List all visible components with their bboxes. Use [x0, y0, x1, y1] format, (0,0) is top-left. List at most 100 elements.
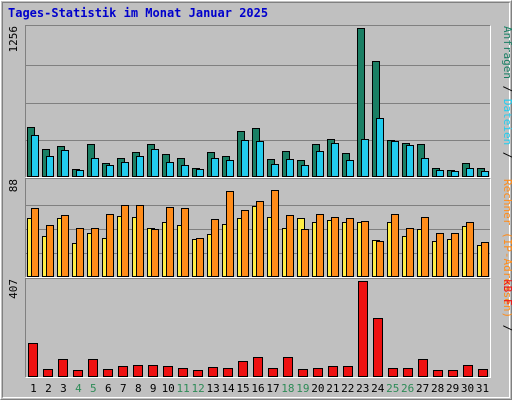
bar-rechner-ip-adressen- — [136, 205, 144, 277]
x-tick-label: 27 — [416, 382, 429, 395]
legend-part: Anfragen — [501, 26, 512, 79]
bar-rechner-ip-adressen- — [46, 225, 54, 277]
bar-kb-f — [298, 369, 308, 377]
bar-rechner-ip-adressen- — [436, 233, 444, 277]
bar-rechner-ip-adressen- — [61, 215, 69, 277]
x-tick-label: 8 — [135, 382, 142, 395]
bar-rechner-ip-adressen- — [451, 233, 459, 277]
bar-dateien — [421, 158, 429, 177]
bar-kb-f — [433, 370, 443, 377]
bar-rechner-ip-adressen- — [226, 191, 234, 277]
x-tick-label: 25 — [386, 382, 399, 395]
bar-rechner-ip-adressen- — [181, 208, 189, 277]
x-tick-label: 10 — [162, 382, 175, 395]
bar-rechner-ip-adressen- — [121, 205, 129, 277]
chart-panel-1: 1256 Anfragen / Dateien / — [7, 25, 512, 178]
legend-part: Rechner (IP-Adressen) — [501, 179, 512, 318]
x-tick-label: 22 — [341, 382, 354, 395]
bar-kb-f — [43, 369, 53, 377]
right-legend-label: kB F — [501, 279, 512, 306]
bar-rechner-ip-adressen- — [316, 214, 324, 277]
bar-rechner-ip-adressen- — [286, 215, 294, 277]
x-tick-label: 13 — [206, 382, 219, 395]
bar-kb-f — [88, 359, 98, 377]
bar-dateien — [31, 135, 39, 177]
bar-kb-f — [448, 370, 458, 377]
bar-dateien — [286, 159, 294, 177]
bar-rechner-ip-adressen- — [466, 222, 474, 277]
x-tick-label: 5 — [90, 382, 97, 395]
bar-kb-f — [73, 370, 83, 377]
bar-dateien — [61, 150, 69, 177]
bar-rechner-ip-adressen- — [331, 217, 339, 277]
bar-dateien — [181, 165, 189, 177]
bar-rechner-ip-adressen- — [346, 218, 354, 277]
bar-rechner-ip-adressen- — [76, 228, 84, 277]
bar-dateien — [166, 162, 174, 177]
x-tick-label: 12 — [192, 382, 205, 395]
right-legend-label: Anfragen / Dateien / — [501, 26, 512, 158]
bar-rechner-ip-adressen- — [361, 221, 369, 277]
x-tick-label: 15 — [236, 382, 249, 395]
bar-dateien — [121, 162, 129, 177]
bar-dateien — [106, 165, 114, 177]
bar-rechner-ip-adressen- — [106, 214, 114, 277]
chart-panel-3: 407 kB F — [7, 278, 512, 378]
bar-kb-f — [103, 369, 113, 377]
plot-area-highlight — [25, 25, 491, 178]
plot-area-shadow — [25, 178, 491, 278]
bar-rechner-ip-adressen- — [31, 208, 39, 277]
bar-kb-f — [388, 368, 398, 377]
bar-rechner-ip-adressen- — [256, 201, 264, 277]
bar-kb-f — [28, 343, 38, 377]
x-tick-label: 2 — [45, 382, 52, 395]
x-tick-label: 1 — [30, 382, 37, 395]
bar-kb-f — [328, 366, 338, 377]
x-tick-label: 23 — [356, 382, 369, 395]
bar-dateien — [91, 158, 99, 177]
x-axis-labels: 1 2 3 4 5 6 7 8 9 10 11 12 13 14 15 16 17 18 19 20 21 22 23 24 2… — [30, 382, 489, 395]
bar-kb-f — [208, 367, 218, 377]
bar-kb-f — [193, 370, 203, 377]
bar-dateien — [451, 171, 459, 177]
bar-kb-f — [223, 368, 233, 377]
bar-rechner-ip-adressen- — [91, 228, 99, 277]
bar-dateien — [136, 156, 144, 177]
bar-dateien — [331, 143, 339, 177]
bar-dateien — [76, 170, 84, 177]
bar-kb-f — [253, 357, 263, 377]
bar-dateien — [436, 170, 444, 177]
bar-kb-f — [343, 366, 353, 377]
bar-rechner-ip-adressen- — [241, 210, 249, 277]
bar-dateien — [406, 145, 414, 177]
bar-dateien — [46, 156, 54, 177]
plot-area-highlight — [25, 178, 491, 278]
legend-part: / — [501, 318, 512, 331]
x-tick-label: 18 — [281, 382, 294, 395]
x-tick-label: 6 — [105, 382, 112, 395]
x-tick-label: 24 — [371, 382, 385, 395]
legend-part: kB F — [501, 279, 512, 306]
x-tick-label: 11 — [177, 382, 190, 395]
x-tick-label: 26 — [401, 382, 414, 395]
bar-rechner-ip-adressen- — [391, 214, 399, 277]
bar-rechner-ip-adressen- — [481, 242, 489, 277]
right-legend-label: Rechner (IP-Adressen) / — [501, 179, 512, 331]
bar-rechner-ip-adressen- — [301, 229, 309, 277]
bar-dateien — [481, 171, 489, 177]
bar-kb-f — [148, 365, 158, 377]
legend-part: Dateien — [501, 99, 512, 145]
bar-rechner-ip-adressen- — [271, 190, 279, 277]
bar-dateien — [256, 141, 264, 177]
plot-area-shadow — [25, 278, 491, 378]
bar-dateien — [376, 118, 384, 177]
bar-dateien — [151, 149, 159, 177]
bar-kb-f — [358, 281, 368, 377]
y-max-label: 1256 — [7, 26, 20, 53]
bar-kb-f — [118, 366, 128, 377]
bar-kb-f — [283, 357, 293, 377]
plot-area-highlight — [25, 278, 491, 378]
bar-kb-f — [313, 368, 323, 377]
bar-kb-f — [478, 369, 488, 377]
